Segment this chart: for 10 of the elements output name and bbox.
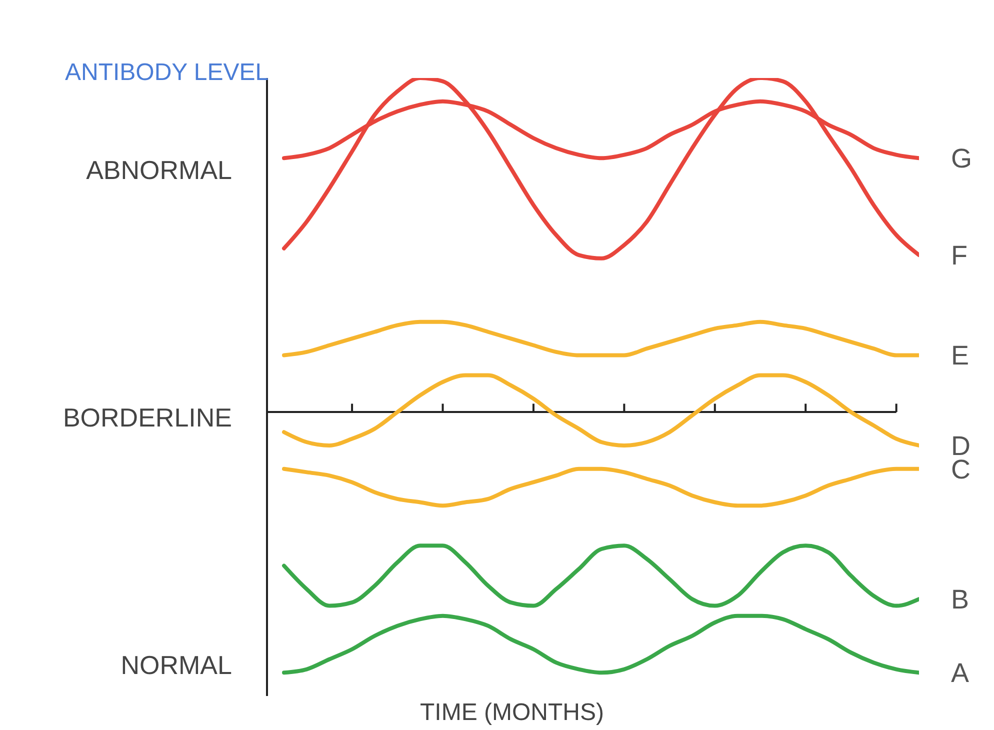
series-label: E [951,340,970,371]
series-label: B [951,584,970,615]
series-label: G [951,144,972,174]
y-axis-title: ANTIBODY LEVEL [65,59,269,86]
x-axis-title: TIME (MONTHS) [420,699,604,726]
text: NORMAL [120,650,232,680]
text: BORDERLINE [62,402,232,433]
series-label: A [951,658,970,688]
series-label: F [951,240,968,270]
text: ABNORMAL [86,155,232,186]
